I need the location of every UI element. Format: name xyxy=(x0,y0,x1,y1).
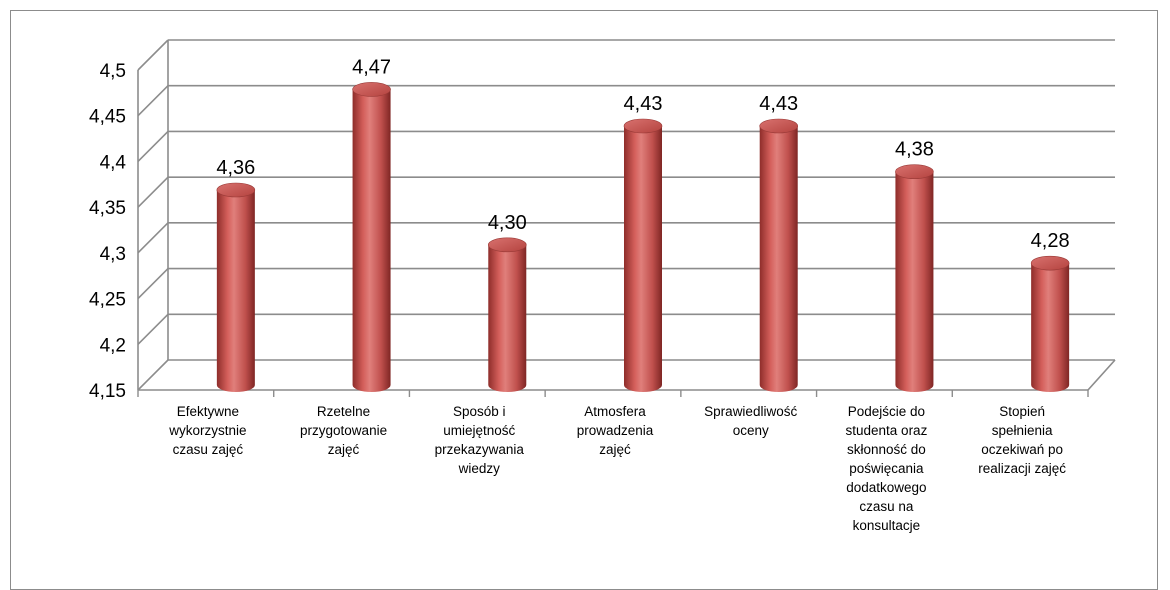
data-label: 4,36 xyxy=(216,157,255,179)
y-tick-label: 4,3 xyxy=(100,244,126,265)
data-label: 4,28 xyxy=(1031,230,1070,252)
gridline-diagonal xyxy=(137,39,169,71)
bar xyxy=(623,118,663,392)
bar xyxy=(1030,255,1070,393)
y-tick-label: 4,25 xyxy=(89,290,126,311)
data-label: 4,30 xyxy=(488,212,527,234)
bar xyxy=(216,182,256,393)
gridline-diagonal xyxy=(137,313,169,345)
x-category-label: Rzetelne przygotowanie zajęć xyxy=(300,404,388,457)
gridline-diagonal xyxy=(137,268,169,300)
floor-edge xyxy=(1087,359,1116,391)
gridline-diagonal xyxy=(137,359,169,391)
y-tick-label: 4,2 xyxy=(100,335,126,356)
data-label: 4,38 xyxy=(895,139,934,161)
gridline-diagonal xyxy=(137,222,169,254)
bar xyxy=(352,82,391,393)
x-category-label: Efektywne wykorzystnie czasu zajęć xyxy=(169,404,247,457)
x-category-label: Sposób i umiejętność przekazywania wiedzy xyxy=(434,404,524,476)
y-tick-label: 4,4 xyxy=(100,152,127,173)
y-tick-label: 4,35 xyxy=(89,198,126,219)
x-category-label: Sprawiedliwość oceny xyxy=(704,404,798,438)
bar xyxy=(759,118,799,393)
gridline-diagonal xyxy=(137,176,169,208)
x-category-label: Stopień spełnienia oczekiwań po realizacji … xyxy=(978,404,1067,476)
data-label: 4,43 xyxy=(624,93,663,115)
y-tick-label: 4,5 xyxy=(100,61,126,82)
y-tick-label: 4,45 xyxy=(89,107,126,128)
y-tick-label: 4,15 xyxy=(89,381,126,402)
data-label: 4,47 xyxy=(352,56,391,78)
x-category-label: Atmosfera prowadzenia zajęć xyxy=(576,404,654,457)
gridline-diagonal xyxy=(137,85,169,117)
bar-chart: 4,15 4,2 4,25 4,3 4,35 4,4 4,45 4,5 4,36 4,47 4,30… xyxy=(89,39,1116,402)
data-label: 4,43 xyxy=(759,93,798,115)
bar xyxy=(487,237,527,393)
bar xyxy=(895,164,934,393)
gridline-diagonal xyxy=(137,130,169,162)
x-category-label: Podejście do studenta oraz skłonność do poś… xyxy=(845,404,928,533)
